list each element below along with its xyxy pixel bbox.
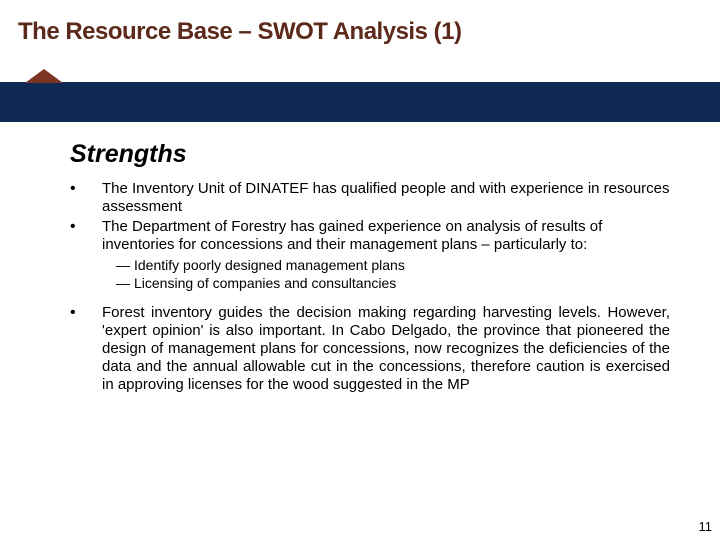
bullet-text: The Inventory Unit of DINATEF has qualif… — [102, 180, 670, 216]
content-area: • The Inventory Unit of DINATEF has qual… — [70, 180, 670, 396]
page-number: 11 — [699, 519, 713, 534]
bullet-marker-icon: • — [70, 180, 102, 216]
dash-marker-icon: ― — [116, 256, 134, 274]
spacer — [70, 294, 670, 304]
bullet-item: • Forest inventory guides the decision m… — [70, 304, 670, 394]
dash-marker-icon: ― — [116, 274, 134, 292]
bullet-item: • The Inventory Unit of DINATEF has qual… — [70, 180, 670, 216]
bullet-text: The Department of Forestry has gained ex… — [102, 218, 670, 254]
bullet-text: Forest inventory guides the decision mak… — [102, 304, 670, 394]
sub-bullet-text: Identify poorly designed management plan… — [134, 256, 670, 274]
section-heading: Strengths — [70, 140, 187, 169]
title-text: The Resource Base – SWOT Analysis (1) — [18, 18, 461, 45]
bullet-marker-icon: • — [70, 304, 102, 394]
bullet-item: • The Department of Forestry has gained … — [70, 218, 670, 254]
bullet-marker-icon: • — [70, 218, 102, 254]
sub-bullet-text: Licensing of companies and consultancies — [134, 274, 670, 292]
page-title: The Resource Base – SWOT Analysis (1) — [18, 18, 702, 46]
slide: The Resource Base – SWOT Analysis (1) St… — [0, 0, 720, 540]
sub-bullet-group: ― Identify poorly designed management pl… — [116, 256, 670, 292]
decor-triangle-icon — [25, 69, 63, 83]
sub-bullet-item: ― Identify poorly designed management pl… — [116, 256, 670, 274]
decor-band — [0, 82, 720, 122]
sub-bullet-item: ― Licensing of companies and consultanci… — [116, 274, 670, 292]
